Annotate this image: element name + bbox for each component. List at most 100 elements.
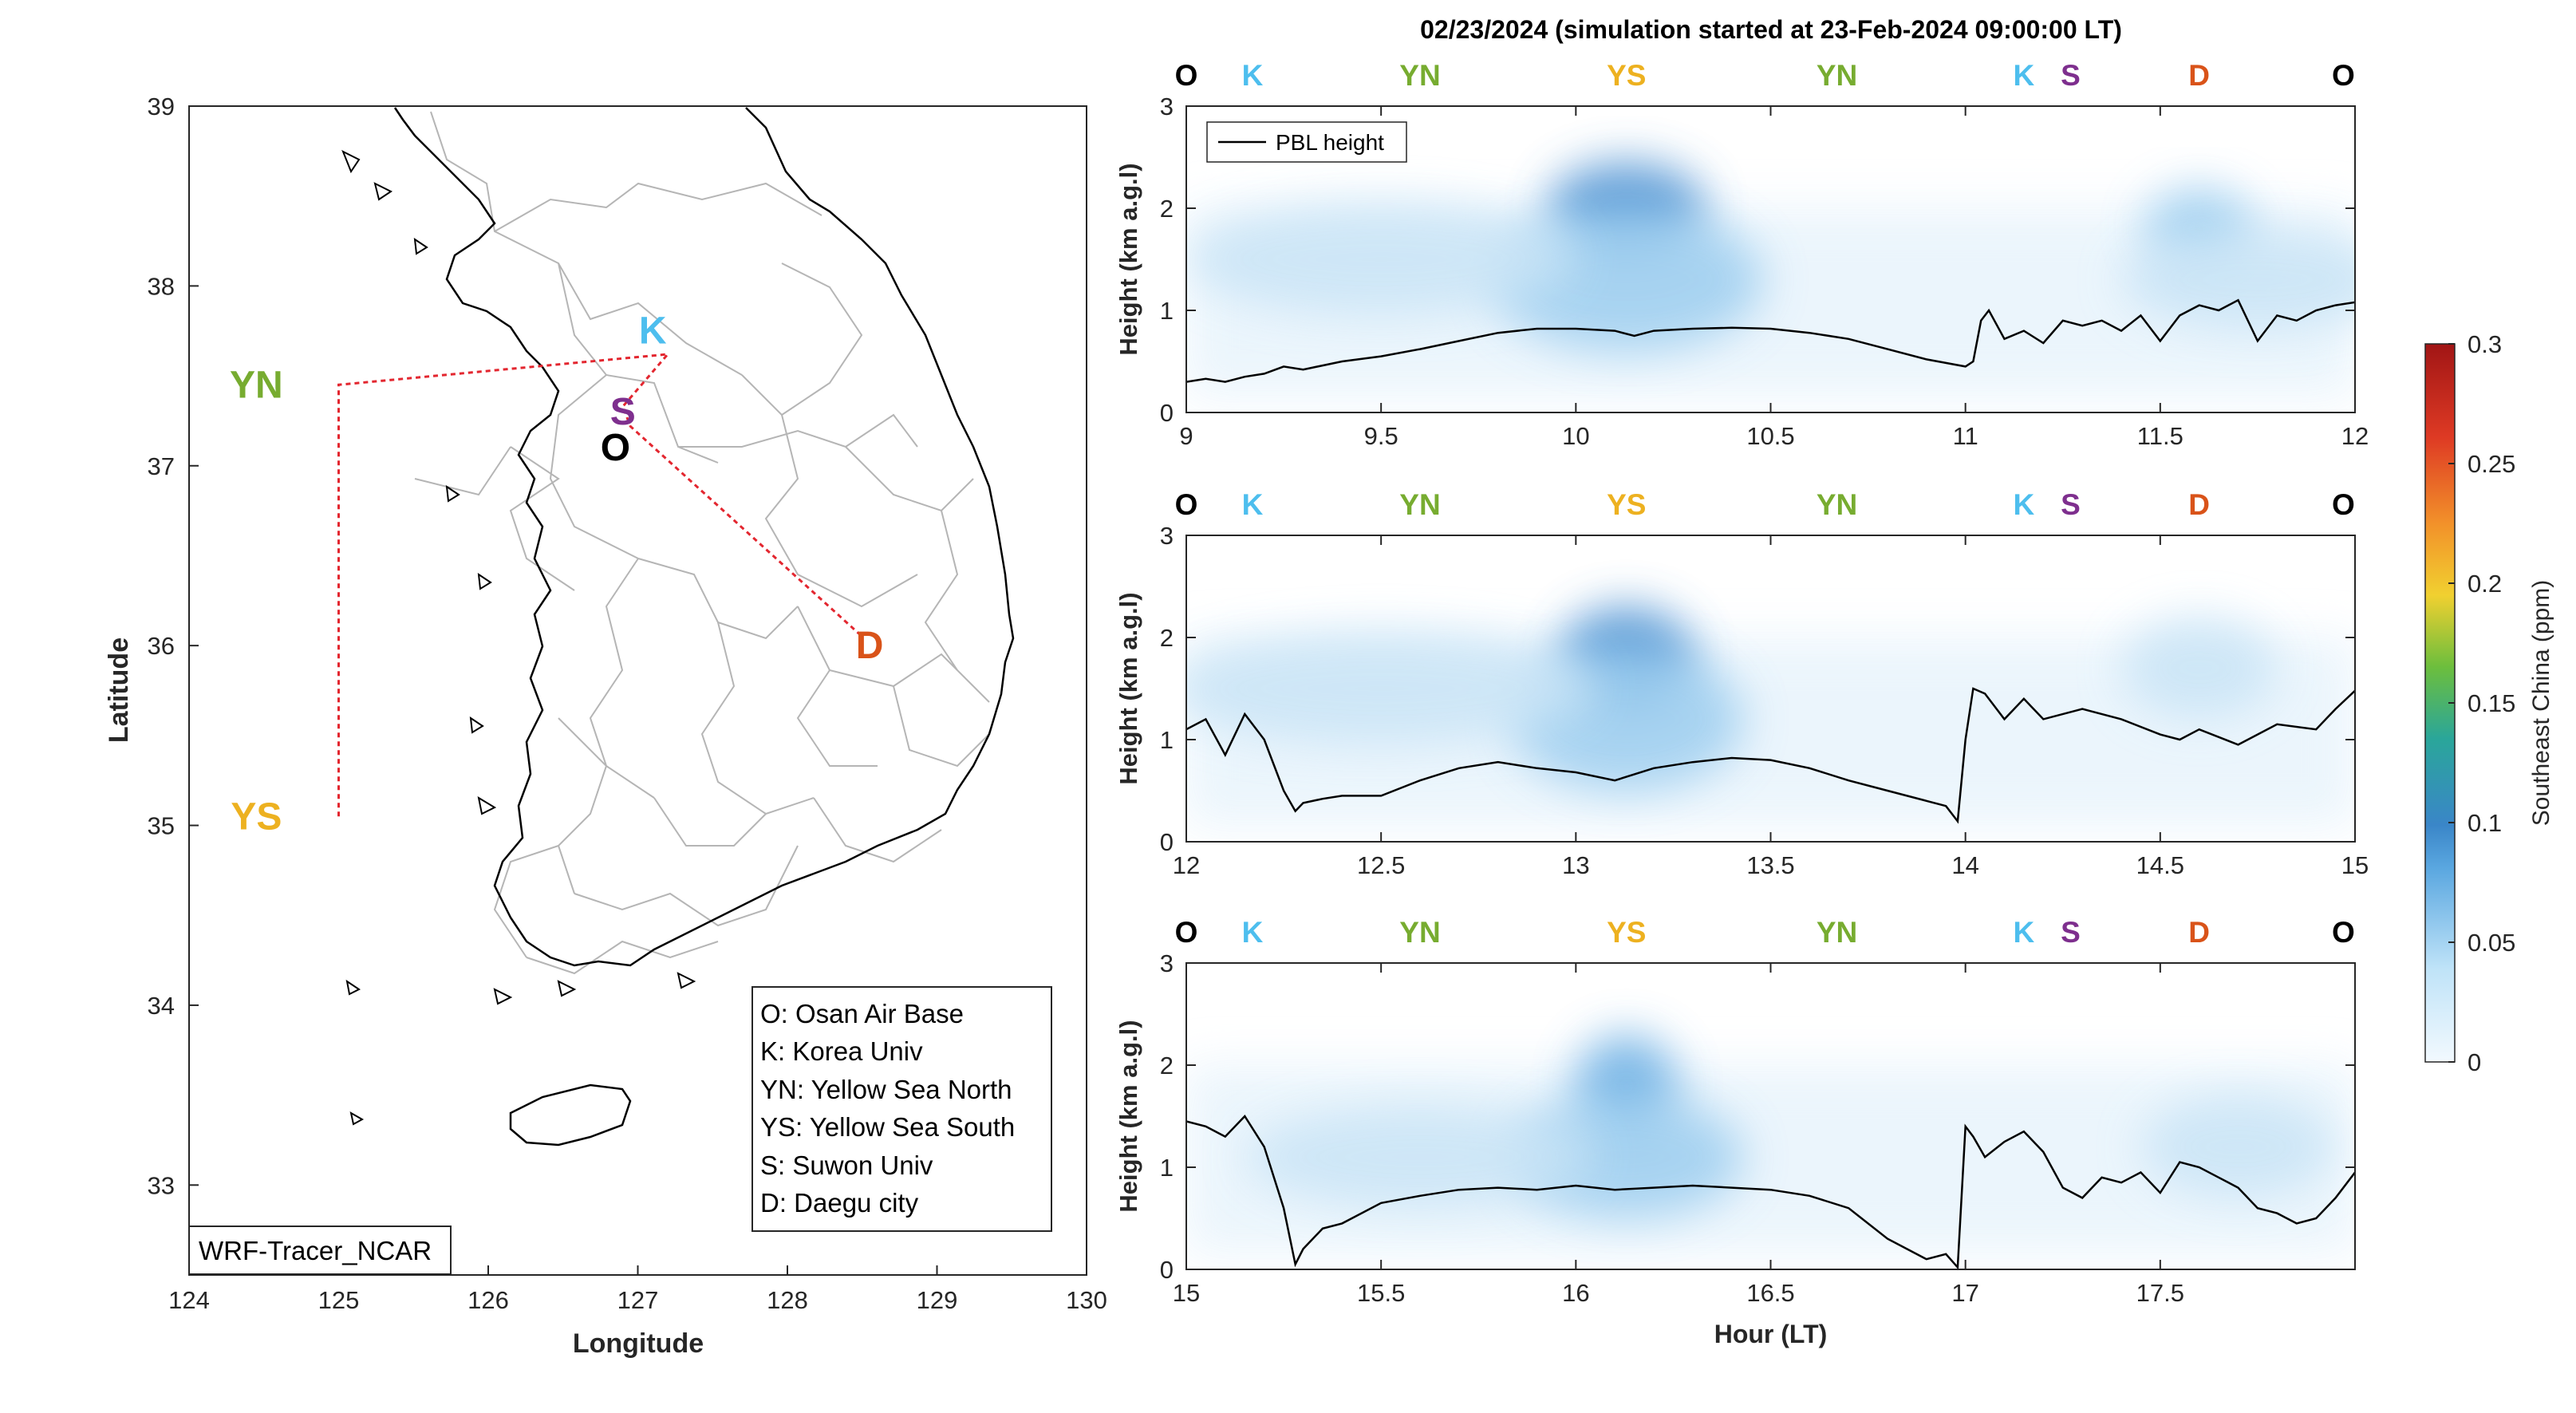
tracer-plume (1186, 632, 1596, 745)
map-y-tick-label: 33 (148, 1171, 175, 1199)
map-y-tick-label: 38 (148, 272, 175, 300)
time-height-panel-3: 15 15.5 16 16.5 17 17.5 0 1 2 3 Height (km a.g.l) H… (1114, 916, 2356, 1348)
y-axis-label: Height (km a.g.l) (1114, 163, 1142, 355)
y-tick-label: 3 (1160, 522, 1174, 550)
y-axis-label: Height (km a.g.l) (1114, 592, 1142, 784)
map-site-label: S (610, 391, 636, 433)
tracer-plume (1186, 203, 1576, 316)
site-marker-label: K (1242, 916, 1264, 949)
x-tick-label: 17.5 (2136, 1279, 2184, 1307)
map-y-tick-label: 35 (148, 812, 175, 840)
site-marker-label: K (2014, 488, 2035, 521)
y-axis-label: Height (km a.g.l) (1114, 1020, 1142, 1212)
site-marker-label: YS (1607, 59, 1646, 92)
map-x-tick-label: 124 (168, 1286, 210, 1314)
x-tick-label: 15 (2341, 851, 2369, 879)
x-tick-label: 11 (1953, 422, 1978, 450)
legend-entry: S: Suwon Univ (760, 1151, 933, 1180)
tracer-plume (2121, 228, 2355, 331)
map-x-ticks: 124 125 126 127 128 129 130 (168, 1265, 1107, 1314)
x-tick-label: 13 (1562, 851, 1589, 879)
y-tick-label: 2 (1160, 1052, 1174, 1079)
pbl-legend: PBL height (1206, 121, 1407, 163)
map-ylabel: Latitude (104, 637, 134, 743)
site-marker-label: D (2188, 916, 2210, 949)
map-site-label: O (601, 427, 630, 469)
map-content: YN YS KSO D (230, 107, 1015, 1147)
x-tick-label: 9 (1179, 422, 1193, 450)
figure-title: 02/23/2024 (simulation started at 23-Feb… (1420, 15, 2122, 44)
concentration-field (1186, 606, 2355, 827)
model-label-box: WRF-Tracer_NCAR (188, 1226, 452, 1275)
legend-entry: D: Daegu city (760, 1188, 919, 1218)
site-legend: O: Osan Air Base K: Korea Univ YN: Yello… (751, 986, 1052, 1232)
y-tick-label: 3 (1160, 93, 1174, 120)
flight-track (337, 353, 863, 817)
map-y-ticks: 33 34 35 36 37 38 39 (148, 93, 199, 1199)
x-tick-label: 14 (1951, 851, 1978, 879)
x-tick-label: 16 (1562, 1279, 1589, 1307)
map-site-label: K (639, 310, 667, 353)
site-marker-label: YS (1607, 488, 1646, 521)
site-marker-label: O (2332, 59, 2355, 92)
y-tick-label: 0 (1160, 828, 1174, 856)
colorbar-label: Southeast China (ppm) (2528, 580, 2554, 827)
site-marker-label: YN (1399, 916, 1440, 949)
colorbar-tick-label: 0.1 (2468, 809, 2502, 837)
tracer-plume (2140, 1095, 2336, 1198)
map-x-tick-label: 129 (917, 1286, 958, 1314)
colorbar-ticks: 0 0.05 0.1 0.15 0.2 0.25 0.3 (2448, 330, 2515, 1076)
site-marker-label: YN (1817, 488, 1857, 521)
pbl-height-line (1186, 298, 2355, 383)
concentration-field (1186, 1034, 2355, 1254)
site-marker-label: S (2061, 59, 2081, 92)
site-marker-label: D (2188, 488, 2210, 521)
x-axis-label: Hour (LT) (1714, 1320, 1828, 1348)
y-tick-label: 1 (1160, 297, 1174, 325)
korea-coastline (393, 107, 1015, 967)
site-marker-label: O (1175, 59, 1198, 92)
map-site-label: YS (231, 795, 282, 838)
tracer-plume (1245, 1106, 1596, 1209)
colorbar-tick-label: 0.2 (2468, 570, 2502, 598)
model-label: WRF-Tracer_NCAR (199, 1236, 432, 1265)
concentration-field (1186, 162, 2355, 397)
site-marker-label: YN (1399, 59, 1440, 92)
site-marker-label: YN (1817, 916, 1857, 949)
legend-entry: O: Osan Air Base (760, 999, 964, 1028)
tracer-plume (2121, 617, 2278, 720)
map-xlabel: Longitude (573, 1328, 704, 1359)
x-tick-label: 17 (1951, 1279, 1978, 1307)
legend-label: PBL height (1276, 130, 1384, 155)
x-tick-label: 12 (2341, 422, 2369, 450)
pbl-height-line (1186, 1114, 2355, 1269)
legend-entry: YS: Yellow Sea South (760, 1112, 1015, 1142)
x-tick-label: 10 (1562, 422, 1589, 450)
site-marker-label: YN (1399, 488, 1440, 521)
x-tick-label: 11.5 (2137, 422, 2183, 450)
site-marker-label: O (1175, 916, 1198, 949)
west-coast-islands (341, 149, 696, 1126)
colorbar: 0 0.05 0.1 0.15 0.2 0.25 0.3 Southeast China (… (2424, 330, 2554, 1076)
site-marker-label: D (2188, 59, 2210, 92)
site-marker-label: K (2014, 916, 2035, 949)
map-y-tick-label: 36 (148, 632, 175, 660)
y-tick-label: 0 (1160, 399, 1174, 427)
pbl-height-line (1186, 687, 2355, 824)
tracer-plume (1509, 1095, 1744, 1218)
colorbar-tick-label: 0.3 (2468, 330, 2502, 358)
site-marker-label: S (2061, 916, 2081, 949)
map-site-label: D (856, 625, 884, 667)
map-x-tick-label: 125 (318, 1286, 360, 1314)
x-tick-label: 10.5 (1746, 422, 1794, 450)
map-x-tick-label: 130 (1066, 1286, 1107, 1314)
map-x-tick-label: 126 (467, 1286, 509, 1314)
x-tick-label: 9.5 (1364, 422, 1398, 450)
site-marker-label: K (1242, 488, 1264, 521)
y-tick-label: 0 (1160, 1256, 1174, 1284)
site-marker-label: K (1242, 59, 1264, 92)
site-marker-label: K (2014, 59, 2035, 92)
